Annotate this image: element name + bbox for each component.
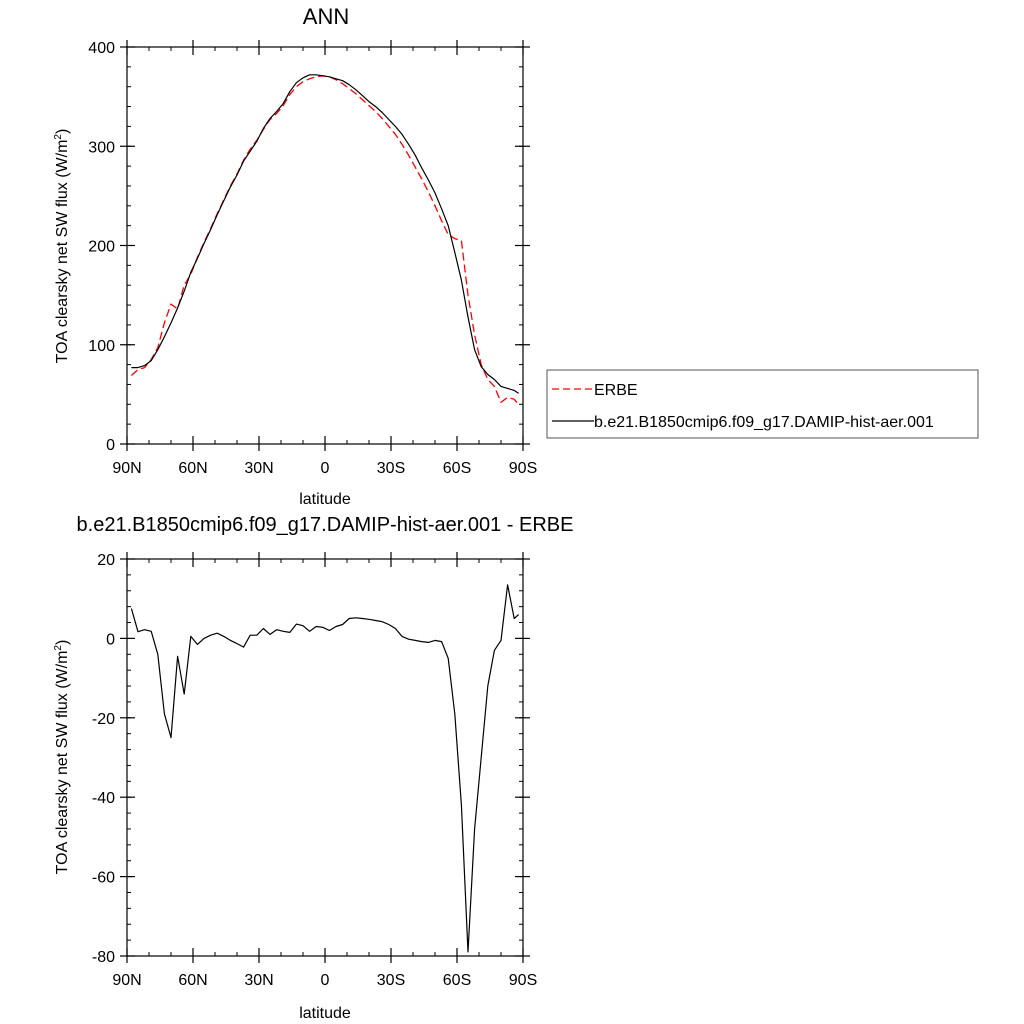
top-chart-y-tick-label: 400: [88, 40, 115, 57]
bottom-chart-series: [130, 584, 519, 953]
top-chart-y-tick-label: 0: [106, 437, 115, 454]
bottom-chart-x-tick-label: 30N: [244, 972, 273, 989]
bottom-chart-panel: b.e21.B1850cmip6.f09_g17.DAMIP-hist-aer.…: [53, 514, 573, 1022]
bottom-chart-y-tick-label: 20: [97, 552, 115, 569]
bottom-chart-y-tick-label: -20: [92, 711, 115, 728]
bottom-chart-ticks: [120, 552, 530, 963]
top-chart-x-tick-label: 0: [321, 460, 330, 477]
top-chart-x-tick-label: 30S: [377, 460, 405, 477]
top-chart-series-line-erbe: [130, 75, 520, 405]
bottom-chart-y-tick-label: 0: [106, 631, 115, 648]
top-chart-y-axis-label: TOA clearsky net SW flux (W/m2): [53, 129, 71, 364]
bottom-chart-frame: [126, 558, 524, 957]
bottom-chart-x-axis-label: latitude: [299, 1005, 351, 1022]
bottom-chart-series-line-difference: [130, 584, 519, 953]
top-chart-y-tick-label: 100: [88, 338, 115, 355]
legend-model-label: b.e21.B1850cmip6.f09_g17.DAMIP-hist-aer.…: [594, 414, 934, 431]
bottom-chart-x-tick-label: 30S: [377, 972, 405, 989]
top-chart-legend: ERBE b.e21.B1850cmip6.f09_g17.DAMIP-hist…: [546, 369, 979, 439]
top-chart-x-tick-label: 90N: [112, 460, 141, 477]
top-chart-ticks: [120, 40, 530, 451]
top-chart-series: [130, 74, 520, 405]
top-chart-x-axis-label: latitude: [299, 491, 351, 508]
top-chart-series-line-model: [131, 74, 519, 394]
bottom-chart-title: b.e21.B1850cmip6.f09_g17.DAMIP-hist-aer.…: [77, 514, 574, 536]
top-chart-y-tick-label: 300: [88, 139, 115, 156]
top-chart-title: ANN: [303, 4, 349, 29]
bottom-chart-x-tick-label: 90N: [112, 972, 141, 989]
top-chart-x-tick-label: 90S: [509, 460, 537, 477]
top-chart-tick-labels: 90N 60N 30N 0 30S 60S 90S 0 100 200 300 400: [88, 40, 537, 477]
legend-erbe-label: ERBE: [594, 382, 638, 399]
bottom-chart-x-tick-label: 60S: [443, 972, 471, 989]
top-chart-x-tick-label: 30N: [244, 460, 273, 477]
bottom-chart-y-tick-label: -80: [92, 949, 115, 966]
top-chart-x-tick-label: 60N: [178, 460, 207, 477]
bottom-chart-y-axis-label: TOA clearsky net SW flux (W/m2): [53, 640, 71, 875]
bottom-chart-y-tick-label: -60: [92, 870, 115, 887]
bottom-chart-x-tick-label: 90S: [509, 972, 537, 989]
bottom-chart-x-tick-label: 60N: [178, 972, 207, 989]
bottom-chart-y-tick-label: -40: [92, 790, 115, 807]
legend-box: [546, 369, 979, 439]
bottom-chart-tick-labels: 90N 60N 30N 0 30S 60S 90S -80 -60 -40 -20 0 20: [92, 552, 537, 989]
top-chart-x-tick-label: 60S: [443, 460, 471, 477]
top-chart-panel: ANN 90N 60N 30N 0 30S 60S 90S 0 100 200 300 400 lat…: [53, 4, 979, 508]
top-chart-y-tick-label: 200: [88, 239, 115, 256]
bottom-chart-x-tick-label: 0: [321, 972, 330, 989]
top-chart-frame: [126, 46, 524, 445]
